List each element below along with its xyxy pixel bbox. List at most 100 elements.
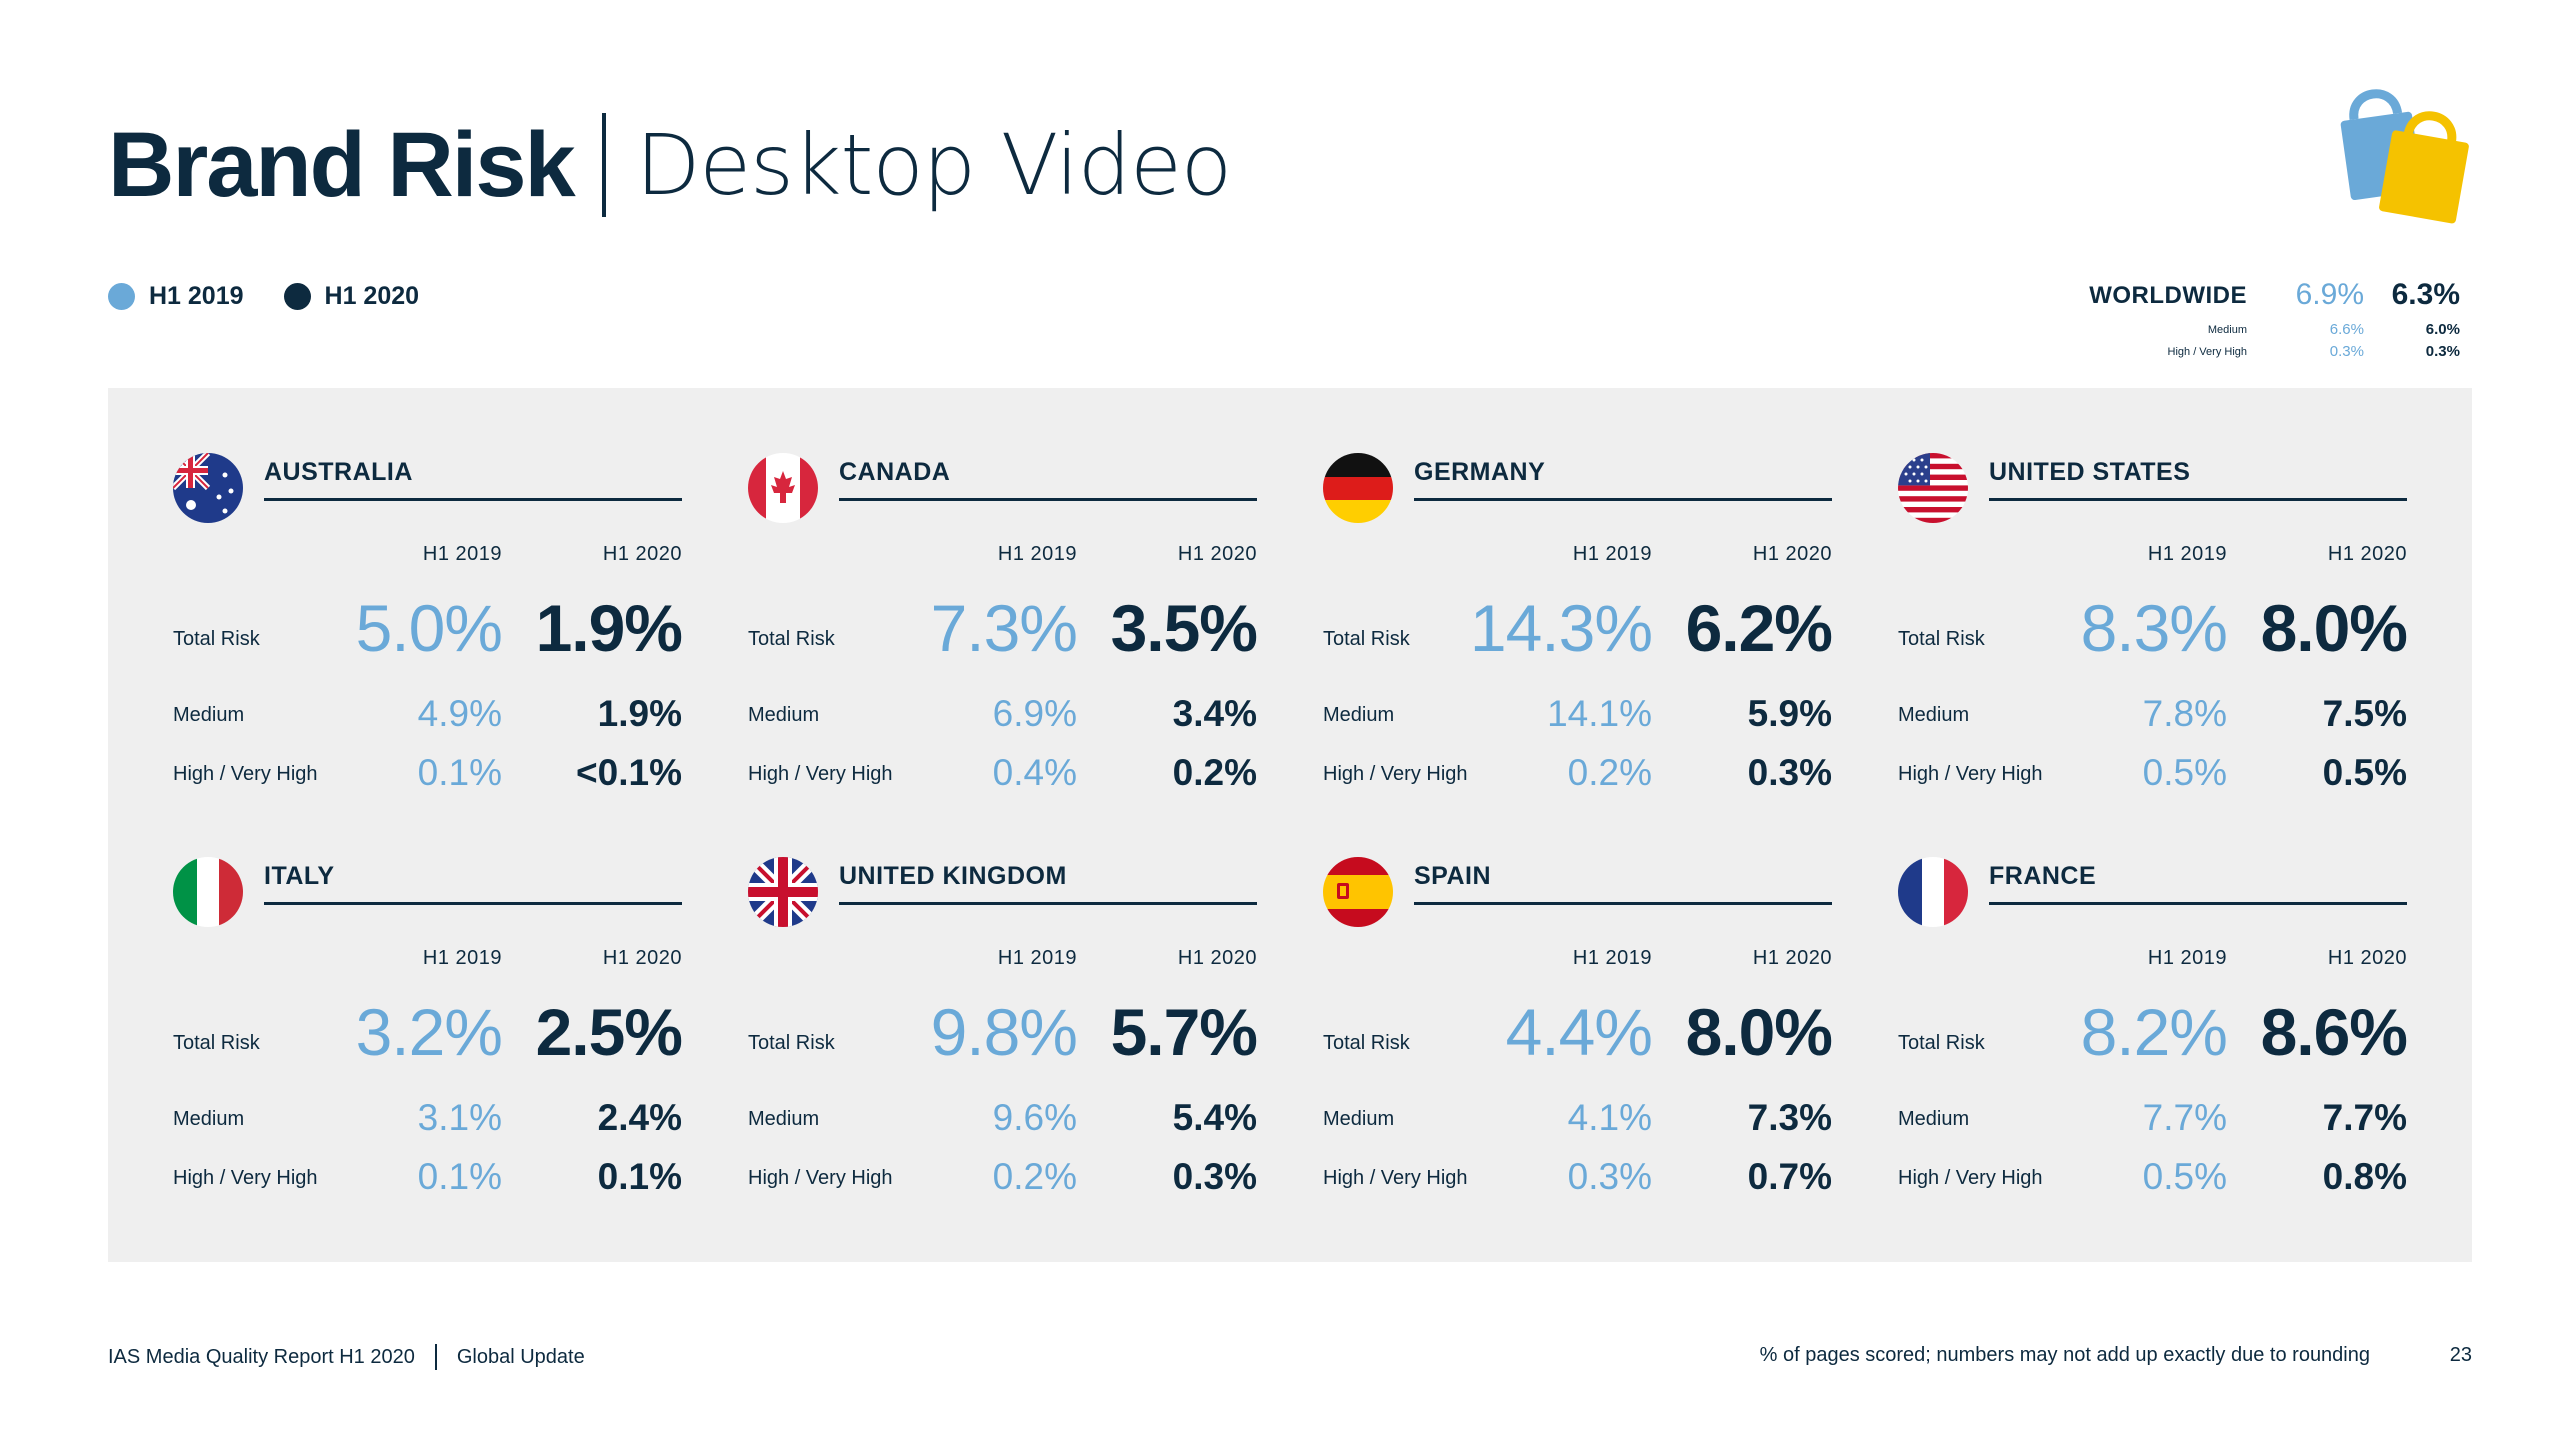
country-card-canada: CANADA H1 2019 H1 2020 Total Risk 7.3% 3… bbox=[748, 428, 1258, 798]
medium-label: Medium bbox=[173, 704, 245, 726]
country-name: GERMANY bbox=[1414, 458, 1546, 486]
medium-2019: 3.1% bbox=[417, 1097, 502, 1138]
worldwide-high-2020: 0.3% bbox=[2425, 343, 2460, 360]
total-risk-2020: 3.5% bbox=[1110, 591, 1258, 665]
country-card-united-states: UNITED STATES H1 2019 H1 2020 Total Risk… bbox=[1898, 428, 2408, 798]
title-separator bbox=[601, 113, 606, 217]
medium-label: Medium bbox=[1898, 704, 1970, 726]
divider bbox=[264, 498, 682, 501]
footer-report-title: IAS Media Quality Report H1 2020 bbox=[108, 1345, 415, 1368]
medium-2020: 7.5% bbox=[2322, 693, 2407, 734]
medium-2019: 7.7% bbox=[2142, 1097, 2227, 1138]
high-2020: 0.8% bbox=[2322, 1156, 2407, 1197]
divider bbox=[1414, 498, 1832, 501]
high-2019: 0.5% bbox=[2142, 752, 2227, 793]
medium-2020: 3.4% bbox=[1172, 693, 1257, 734]
worldwide-total-2020: 6.3% bbox=[2391, 278, 2460, 311]
total-risk-2019: 8.3% bbox=[2080, 591, 2228, 665]
footer-separator bbox=[434, 1344, 437, 1370]
column-header-2019: H1 2019 bbox=[1572, 543, 1652, 565]
medium-2020: 2.4% bbox=[597, 1097, 682, 1138]
worldwide-high-label: High / Very High bbox=[2167, 346, 2247, 358]
country-card-germany: GERMANY H1 2019 H1 2020 Total Risk 14.3%… bbox=[1323, 428, 1833, 798]
country-name: AUSTRALIA bbox=[264, 458, 413, 486]
germany-flag-icon bbox=[1323, 453, 1393, 523]
high-2019: 0.4% bbox=[992, 752, 1077, 793]
high-label: High / Very High bbox=[173, 1167, 318, 1189]
column-header-2019: H1 2019 bbox=[2147, 947, 2227, 969]
country-name: UNITED STATES bbox=[1989, 458, 2191, 486]
country-card-spain: SPAIN H1 2019 H1 2020 Total Risk 4.4% 8.… bbox=[1323, 832, 1833, 1202]
total-risk-2020: 8.6% bbox=[2260, 995, 2408, 1069]
legend-item-h1-2020: H1 2020 bbox=[283, 282, 419, 311]
legend-item-h1-2019: H1 2019 bbox=[108, 282, 244, 311]
country-name: UNITED KINGDOM bbox=[839, 862, 1067, 890]
high-label: High / Very High bbox=[1898, 1167, 2043, 1189]
divider bbox=[1414, 902, 1832, 905]
medium-2019: 4.1% bbox=[1567, 1097, 1652, 1138]
total-risk-label: Total Risk bbox=[748, 1032, 835, 1054]
column-header-2020: H1 2020 bbox=[1177, 543, 1257, 565]
worldwide-high-2019: 0.3% bbox=[2329, 343, 2364, 360]
footer-section: Global Update bbox=[456, 1345, 585, 1368]
high-2019: 0.5% bbox=[2142, 1156, 2227, 1197]
page-title: Brand Risk Desktop Video bbox=[108, 100, 1232, 230]
total-risk-2020: 5.7% bbox=[1110, 995, 1258, 1069]
total-risk-2020: 1.9% bbox=[535, 591, 683, 665]
medium-label: Medium bbox=[748, 1108, 820, 1130]
high-2019: 0.3% bbox=[1567, 1156, 1652, 1197]
medium-label: Medium bbox=[748, 704, 820, 726]
united-states-flag-icon bbox=[1898, 453, 1968, 523]
country-panel: AUSTRALIA H1 2019 H1 2020 Total Risk 5.0… bbox=[108, 388, 2472, 1262]
medium-2020: 7.3% bbox=[1747, 1097, 1832, 1138]
legend-dot-light bbox=[108, 283, 135, 310]
high-label: High / Very High bbox=[1898, 763, 2043, 785]
country-card-france: FRANCE H1 2019 H1 2020 Total Risk 8.2% 8… bbox=[1898, 832, 2408, 1202]
total-risk-2020: 8.0% bbox=[2260, 591, 2408, 665]
total-risk-2020: 8.0% bbox=[1685, 995, 1833, 1069]
medium-2019: 7.8% bbox=[2142, 693, 2227, 734]
divider bbox=[1989, 902, 2407, 905]
medium-2020: 5.4% bbox=[1172, 1097, 1257, 1138]
medium-2020: 5.9% bbox=[1747, 693, 1832, 734]
italy-flag-icon bbox=[173, 857, 243, 927]
medium-2020: 7.7% bbox=[2322, 1097, 2407, 1138]
country-card-united-kingdom: UNITED KINGDOM H1 2019 H1 2020 Total Ris… bbox=[748, 832, 1258, 1202]
france-flag-icon bbox=[1898, 857, 1968, 927]
high-2020: 0.2% bbox=[1172, 752, 1257, 793]
canada-flag-icon bbox=[748, 453, 818, 523]
worldwide-medium-label: Medium bbox=[2207, 324, 2247, 336]
total-risk-2019: 3.2% bbox=[355, 995, 503, 1069]
column-header-2019: H1 2019 bbox=[422, 543, 502, 565]
total-risk-2019: 4.4% bbox=[1505, 995, 1653, 1069]
title-light: Desktop Video bbox=[635, 116, 1232, 214]
high-2019: 0.1% bbox=[417, 752, 502, 793]
high-label: High / Very High bbox=[1323, 763, 1468, 785]
country-name: SPAIN bbox=[1414, 862, 1492, 890]
medium-2019: 14.1% bbox=[1547, 693, 1652, 734]
worldwide-label: WORLDWIDE bbox=[2089, 282, 2247, 309]
legend-label-2019: H1 2019 bbox=[149, 282, 244, 310]
country-name: FRANCE bbox=[1989, 862, 2097, 890]
high-2019: 0.1% bbox=[417, 1156, 502, 1197]
shopping-bags-icon bbox=[2340, 89, 2469, 224]
column-header-2019: H1 2019 bbox=[2147, 543, 2227, 565]
total-risk-2019: 14.3% bbox=[1469, 591, 1653, 665]
column-header-2020: H1 2020 bbox=[1177, 947, 1257, 969]
country-card-australia: AUSTRALIA H1 2019 H1 2020 Total Risk 5.0… bbox=[173, 428, 683, 798]
total-risk-label: Total Risk bbox=[1898, 1032, 1985, 1054]
australia-flag-icon bbox=[173, 453, 243, 523]
divider bbox=[1989, 498, 2407, 501]
high-label: High / Very High bbox=[173, 763, 318, 785]
column-header-2020: H1 2020 bbox=[602, 543, 682, 565]
high-2020: 0.3% bbox=[1172, 1156, 1257, 1197]
medium-label: Medium bbox=[1898, 1108, 1970, 1130]
column-header-2019: H1 2019 bbox=[997, 947, 1077, 969]
column-header-2020: H1 2020 bbox=[2327, 947, 2407, 969]
high-2020: 0.1% bbox=[597, 1156, 682, 1197]
total-risk-label: Total Risk bbox=[1323, 1032, 1410, 1054]
column-header-2019: H1 2019 bbox=[1572, 947, 1652, 969]
column-header-2019: H1 2019 bbox=[997, 543, 1077, 565]
total-risk-2020: 6.2% bbox=[1685, 591, 1833, 665]
column-header-2020: H1 2020 bbox=[602, 947, 682, 969]
